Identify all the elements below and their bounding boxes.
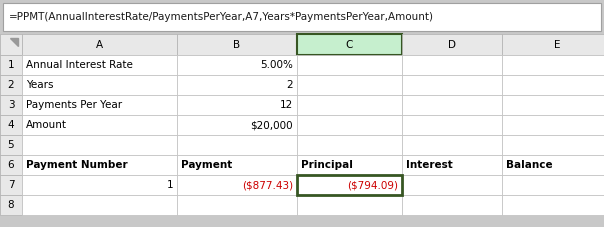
Bar <box>22 135 177 155</box>
Bar <box>402 75 502 95</box>
Bar <box>297 34 402 55</box>
Bar <box>0 195 22 215</box>
Text: 2: 2 <box>286 80 293 90</box>
Text: C: C <box>346 39 353 49</box>
Bar <box>502 95 604 115</box>
Text: 5.00%: 5.00% <box>260 60 293 70</box>
Bar <box>297 135 402 155</box>
Text: Principal: Principal <box>301 160 353 170</box>
Bar <box>177 175 297 195</box>
Bar <box>297 195 402 215</box>
Bar <box>502 175 604 195</box>
Bar <box>177 75 297 95</box>
Bar <box>502 195 604 215</box>
Text: 5: 5 <box>8 140 14 150</box>
Bar <box>502 155 604 175</box>
Polygon shape <box>10 38 18 46</box>
Bar <box>502 55 604 75</box>
Bar <box>402 115 502 135</box>
Text: 12: 12 <box>280 100 293 110</box>
Bar <box>22 75 177 95</box>
Bar <box>402 95 502 115</box>
Bar <box>22 115 177 135</box>
Bar <box>177 95 297 115</box>
Text: Amount: Amount <box>26 120 67 130</box>
Text: 1: 1 <box>8 60 14 70</box>
Bar <box>177 34 297 55</box>
Bar <box>0 95 22 115</box>
Text: 8: 8 <box>8 200 14 210</box>
Text: $20,000: $20,000 <box>251 120 293 130</box>
Bar <box>402 175 502 195</box>
Bar <box>177 135 297 155</box>
Text: A: A <box>96 39 103 49</box>
Text: Payment: Payment <box>181 160 233 170</box>
Bar <box>297 155 402 175</box>
Bar <box>0 55 22 75</box>
Bar <box>22 95 177 115</box>
Text: ($794.09): ($794.09) <box>347 180 398 190</box>
Text: 4: 4 <box>8 120 14 130</box>
Bar <box>297 175 402 195</box>
Bar <box>0 75 22 95</box>
Bar <box>402 55 502 75</box>
Text: 7: 7 <box>8 180 14 190</box>
Bar <box>0 115 22 135</box>
Text: Balance: Balance <box>506 160 553 170</box>
Bar <box>22 195 177 215</box>
Bar <box>402 195 502 215</box>
Bar <box>177 115 297 135</box>
Bar <box>297 55 402 75</box>
Text: Interest: Interest <box>406 160 453 170</box>
Bar <box>297 95 402 115</box>
Text: 2: 2 <box>8 80 14 90</box>
Text: Years: Years <box>26 80 54 90</box>
Bar <box>297 175 402 195</box>
Bar <box>0 0 604 34</box>
Bar <box>402 135 502 155</box>
Bar <box>177 155 297 175</box>
Text: =PPMT(AnnualInterestRate/PaymentsPerYear,A7,Years*PaymentsPerYear,Amount): =PPMT(AnnualInterestRate/PaymentsPerYear… <box>9 12 434 22</box>
Text: E: E <box>554 39 561 49</box>
Bar <box>297 75 402 95</box>
Text: Annual Interest Rate: Annual Interest Rate <box>26 60 133 70</box>
Bar <box>22 155 177 175</box>
Bar <box>402 34 502 55</box>
Bar <box>0 215 604 227</box>
Text: 1: 1 <box>166 180 173 190</box>
Bar <box>0 135 22 155</box>
Text: Payments Per Year: Payments Per Year <box>26 100 122 110</box>
Bar <box>502 115 604 135</box>
Bar <box>502 75 604 95</box>
Text: D: D <box>448 39 456 49</box>
Bar <box>177 55 297 75</box>
Bar <box>0 155 22 175</box>
Bar <box>3 3 601 31</box>
Bar <box>177 195 297 215</box>
Bar <box>502 34 604 55</box>
Bar <box>0 175 22 195</box>
Text: ($877.43): ($877.43) <box>242 180 293 190</box>
Bar <box>0 34 22 55</box>
Text: 3: 3 <box>8 100 14 110</box>
Text: Payment Number: Payment Number <box>26 160 127 170</box>
Bar <box>502 135 604 155</box>
Bar <box>22 34 177 55</box>
Text: 6: 6 <box>8 160 14 170</box>
Bar <box>22 55 177 75</box>
Bar <box>22 175 177 195</box>
Bar <box>402 155 502 175</box>
Bar <box>297 115 402 135</box>
Text: B: B <box>233 39 240 49</box>
